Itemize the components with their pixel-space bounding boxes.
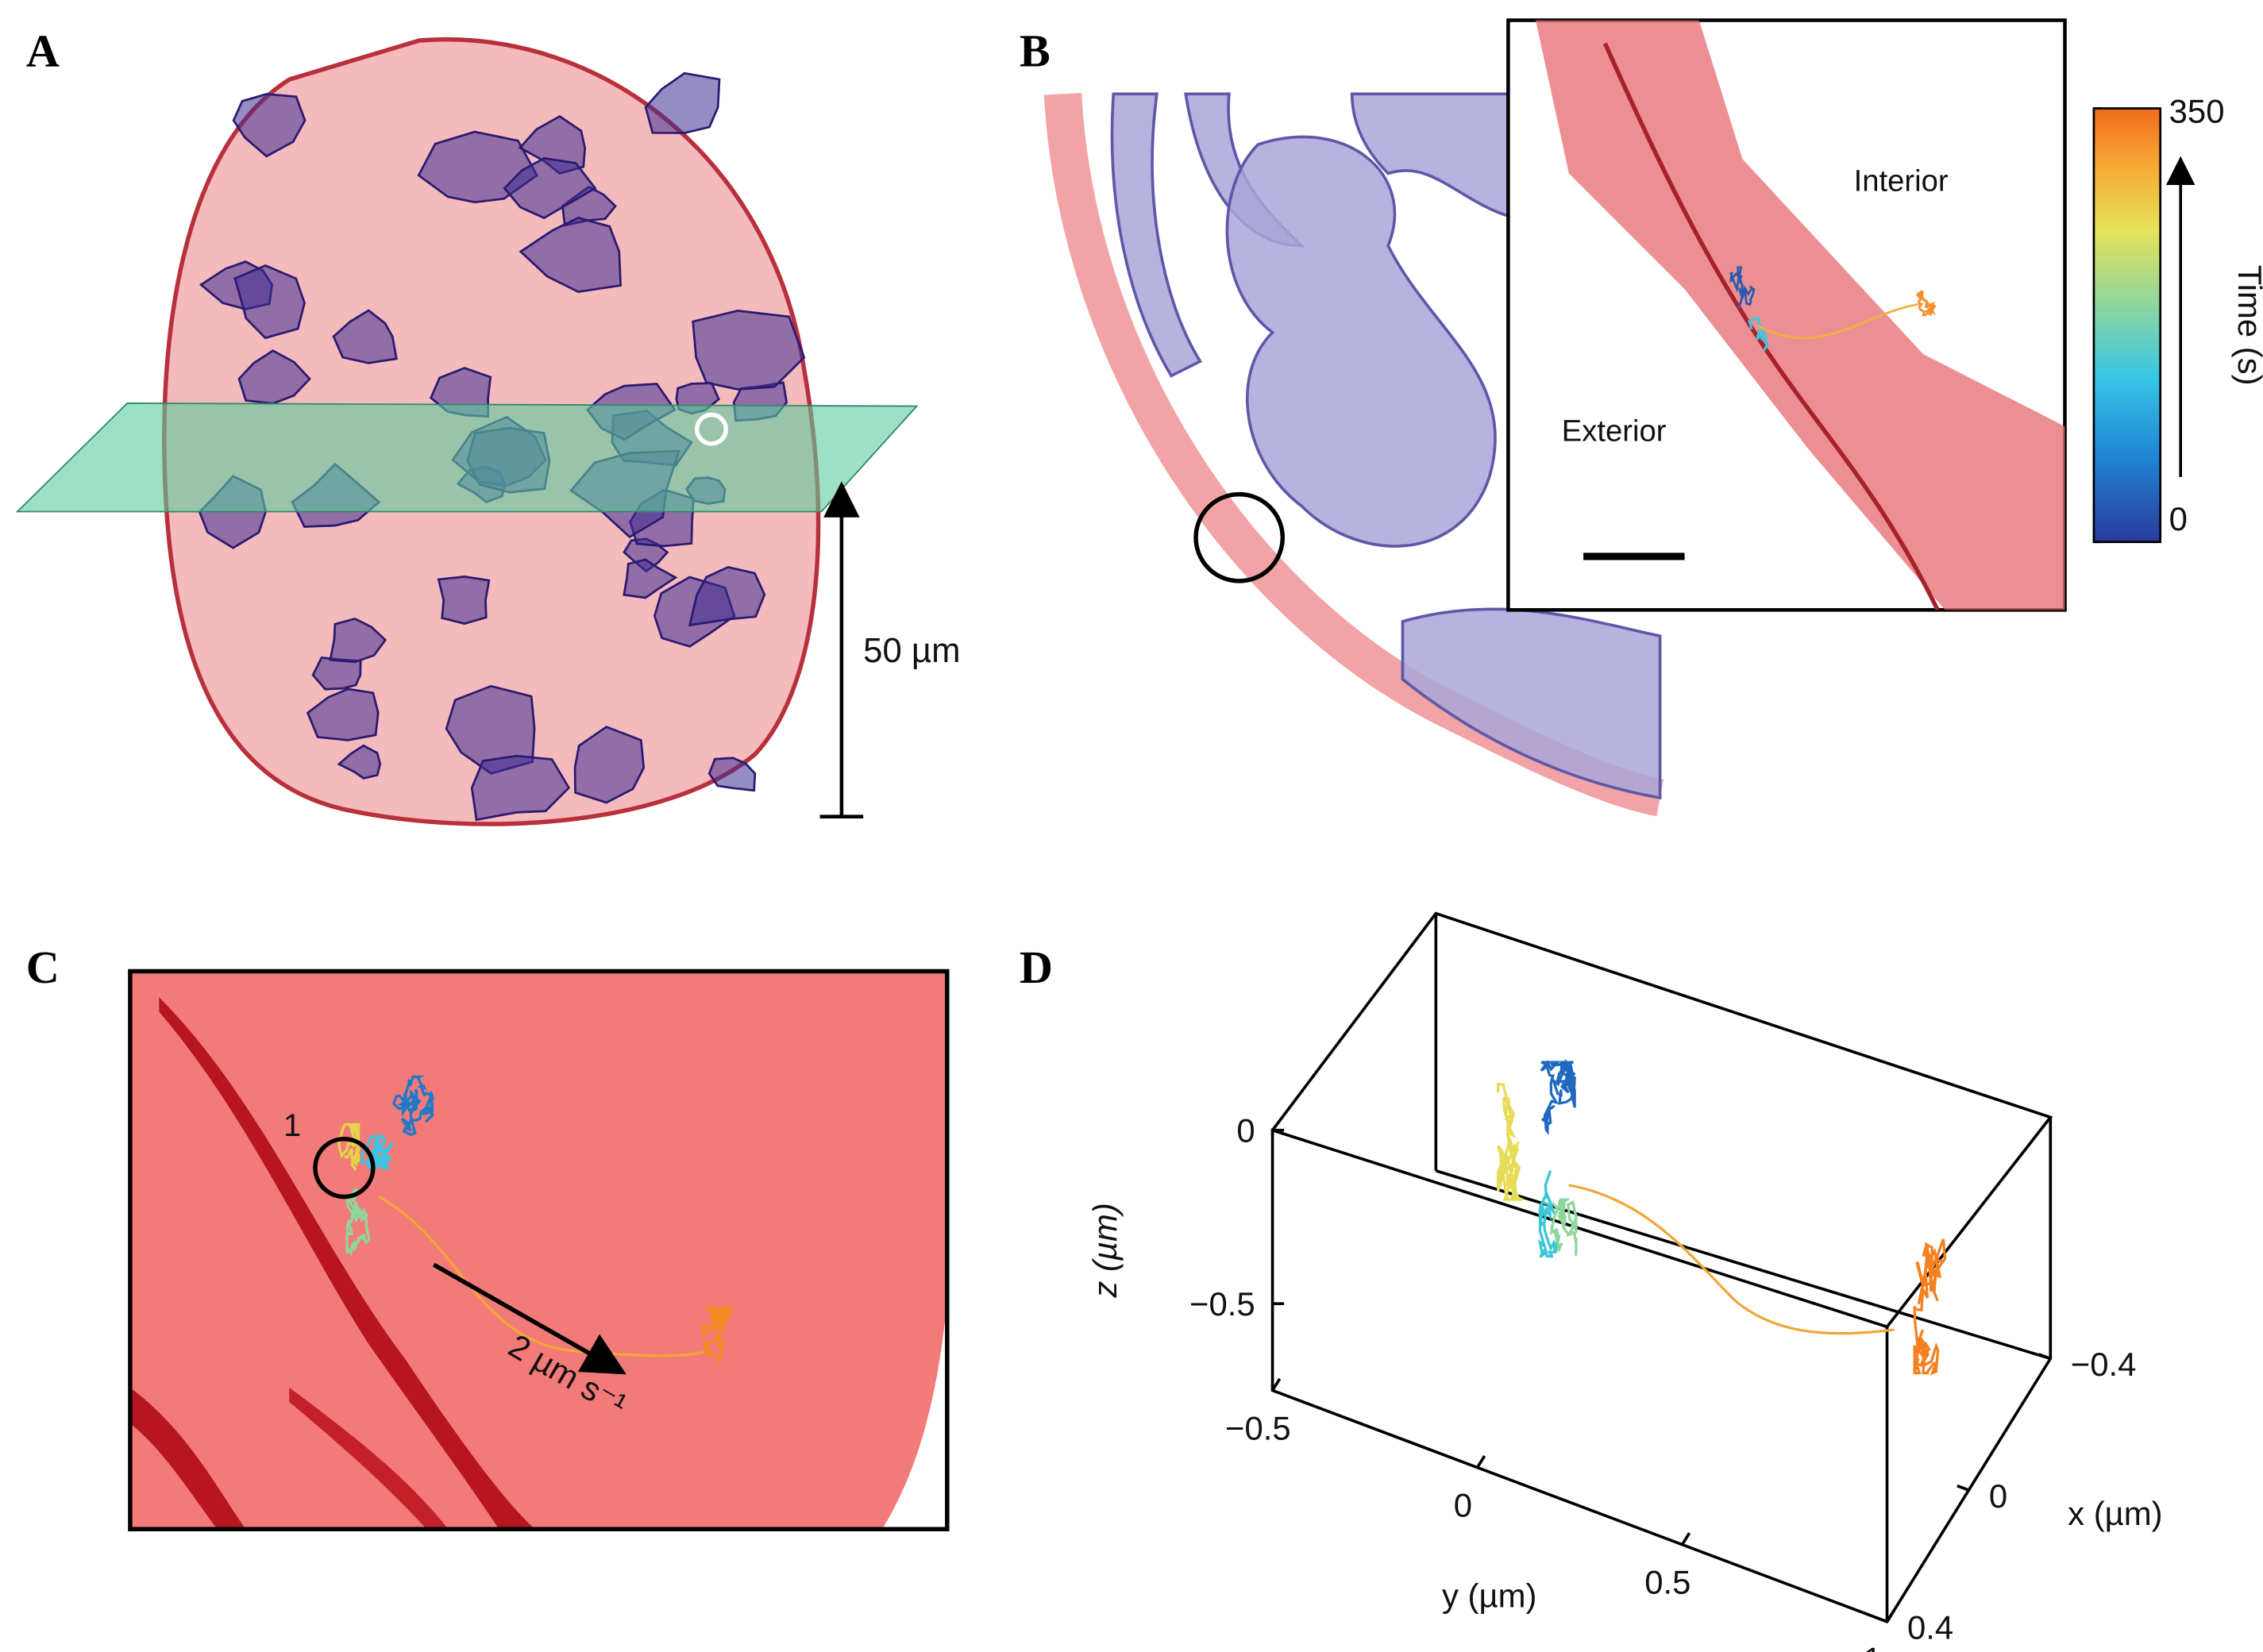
highlight-circle <box>313 1136 376 1200</box>
panel-frame <box>128 968 950 1531</box>
z-tick-label: 0 <box>1236 1111 1255 1149</box>
nucleus-blob <box>470 754 571 822</box>
trajectory-segment <box>1756 302 1924 340</box>
nucleus-blob <box>233 264 306 340</box>
highlight-circle <box>695 412 728 446</box>
axis-label: z (µm) <box>1086 1203 1124 1298</box>
colorbar-tick-label: 350 <box>2169 93 2225 130</box>
inset-label: Exterior <box>1562 414 1667 448</box>
membrane-surface <box>129 971 947 1530</box>
nucleus-blob <box>623 558 678 599</box>
nucleus-blob <box>437 576 491 626</box>
trajectory-segment <box>378 1196 709 1357</box>
panel-label: A <box>26 25 60 77</box>
section-blob <box>1350 92 1513 219</box>
x-tick <box>2038 1353 2051 1361</box>
membrane-fold <box>129 1387 246 1530</box>
section-plane <box>15 402 919 513</box>
nucleus-blob <box>332 309 398 364</box>
membrane-fold <box>1602 42 1940 610</box>
section-blob <box>1110 92 1203 378</box>
inset-label: Interior <box>1854 164 1949 198</box>
nucleus-blob <box>329 617 387 664</box>
trajectory-segment <box>1538 1170 1561 1258</box>
y-tick-label: 0.5 <box>1644 1564 1691 1601</box>
membrane-fold <box>159 997 535 1530</box>
nucleus-blob <box>692 310 806 391</box>
nucleus-blob <box>688 565 766 627</box>
y-tick-label: −0.5 <box>1225 1409 1291 1446</box>
x-tick-label: 0 <box>1989 1477 2007 1515</box>
trajectory-segment <box>1748 317 1768 352</box>
nucleus-blob <box>306 687 380 741</box>
trajectory-segment <box>1568 1184 1895 1335</box>
highlight-circle <box>1193 491 1286 583</box>
trajectory-segment <box>701 1306 734 1365</box>
trajectory-segment <box>360 1133 394 1169</box>
trajectory-segment <box>337 1123 361 1172</box>
nucleus-blob <box>573 726 646 804</box>
axis-label: x (µm) <box>2068 1495 2162 1532</box>
z-tick-label: −0.5 <box>1189 1285 1255 1323</box>
velocity-arrow <box>432 1262 626 1375</box>
axis-label: y (µm) <box>1442 1577 1536 1615</box>
colorbar-tick-label: 0 <box>2169 500 2188 537</box>
nucleus-blob <box>519 216 623 294</box>
x-tick-label: −0.4 <box>2071 1346 2137 1383</box>
y-tick <box>1271 1377 1282 1392</box>
colorbar <box>2092 107 2162 544</box>
trajectory-segment <box>391 1075 435 1136</box>
inset <box>1535 20 2065 610</box>
nucleus-blob <box>707 757 757 792</box>
nucleus-blob <box>337 744 382 780</box>
panel-label: C <box>26 942 60 993</box>
y-tick <box>1885 1609 1896 1623</box>
y-tick <box>1680 1532 1691 1546</box>
section-blob <box>1401 607 1662 800</box>
membrane-fold <box>289 1387 449 1530</box>
scale-label: 50 µm <box>863 631 960 670</box>
trajectory <box>337 1075 734 1365</box>
y-tick <box>1475 1455 1486 1469</box>
trajectory <box>1729 266 1937 352</box>
trajectory-segment <box>1497 1082 1524 1201</box>
marker-label: 1 <box>283 1108 301 1143</box>
trajectory-segment <box>1915 290 1937 317</box>
box-edge <box>1435 1169 2051 1361</box>
nucleus-blob <box>232 93 306 158</box>
colorbar-label: Time (s) <box>2231 265 2263 386</box>
section-blob <box>1225 135 1497 548</box>
nucleus-sections <box>1110 92 1662 800</box>
background-gap <box>881 1300 947 1530</box>
panel-label: B <box>1020 25 1051 77</box>
nucleus-blob <box>503 156 597 220</box>
nucleus-blob <box>237 349 311 405</box>
trajectory-segment <box>1729 266 1756 309</box>
panel-label: D <box>1020 942 1053 993</box>
x-tick <box>1957 1484 1970 1492</box>
trajectory <box>1497 1058 1947 1376</box>
x-tick-label: 0.4 <box>1907 1609 1953 1646</box>
trajectory-segment <box>1540 1058 1576 1135</box>
x-tick <box>1875 1615 1888 1623</box>
y-tick-label: 1 <box>1864 1641 1882 1652</box>
membrane <box>1535 20 2065 610</box>
trajectory-segment <box>1913 1238 1947 1376</box>
membrane-view <box>129 971 947 1530</box>
y-tick-label: 0 <box>1454 1486 1472 1523</box>
nucleus-blob <box>644 71 721 134</box>
trajectory-segment <box>1549 1198 1578 1256</box>
trajectory-segment <box>345 1188 371 1257</box>
